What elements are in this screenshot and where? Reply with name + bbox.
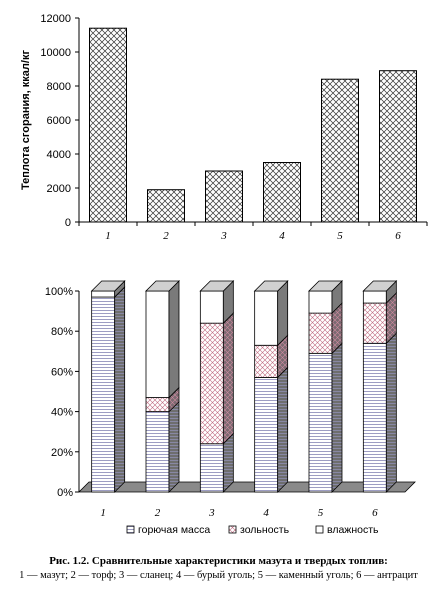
bar-segment <box>91 290 116 298</box>
bar-top <box>90 280 126 292</box>
bar-segment <box>308 312 333 354</box>
bar-segment-side <box>168 280 180 399</box>
y-tick-label: 100% <box>45 286 73 298</box>
x-tick-label: 5 <box>337 230 343 242</box>
bar-segment <box>91 296 116 493</box>
y-tick-label: 12000 <box>40 13 71 25</box>
x-tick-label: 6 <box>372 507 378 519</box>
bar-segment-side <box>277 280 289 347</box>
bar <box>205 170 243 223</box>
bar <box>321 78 359 223</box>
bar-segment <box>362 290 387 304</box>
bar-segment-side <box>277 366 289 493</box>
y-tick-label: 0 <box>65 217 71 229</box>
legend-label: горючая масса <box>138 524 210 536</box>
bar-top <box>253 280 289 292</box>
legend-swatch <box>315 525 324 534</box>
y-axis-label: Теплота сгорания, ккал/кг <box>20 50 32 191</box>
y-tick-label: 10000 <box>40 47 71 59</box>
bar-segment-side <box>222 312 234 445</box>
x-tick-label: 2 <box>155 507 161 519</box>
y-tick-label: 8000 <box>47 81 71 93</box>
composition-legend: горючая масса зольность влажность <box>126 524 379 536</box>
bar-segment-side <box>331 342 343 493</box>
bar-segment-side <box>168 400 180 493</box>
y-tick-label: 6000 <box>47 115 71 127</box>
y-tick-label: 60% <box>51 366 73 378</box>
bar-top <box>362 280 398 292</box>
bar-segment <box>199 322 224 445</box>
bar <box>89 27 127 223</box>
y-tick-label: 40% <box>51 407 73 419</box>
y-tick-label: 20% <box>51 447 73 459</box>
x-tick-label: 2 <box>163 230 169 242</box>
bar-segment <box>145 411 170 493</box>
y-tick-label: 4000 <box>47 149 71 161</box>
legend-swatch <box>126 525 135 534</box>
bar-top <box>308 280 343 292</box>
y-tick-label: 0% <box>57 487 73 499</box>
bar-top <box>145 280 180 292</box>
figure-caption-title: Рис. 1.2. Сравнительные характеристики м… <box>49 555 388 567</box>
x-tick-label: 6 <box>395 230 401 242</box>
y-tick-label: 80% <box>51 326 73 338</box>
heat-of-combustion-chart: 0 2000 4000 6000 8000 10000 12000 1 2 3 4 5 6 Теплота… <box>20 13 428 242</box>
bar-segment <box>199 290 224 324</box>
bar-segment-side <box>385 332 397 493</box>
bar-segment <box>308 352 333 493</box>
bar-segment <box>308 290 333 314</box>
bar-segment <box>362 342 387 493</box>
x-tick-label: 4 <box>263 507 269 519</box>
bar-segment <box>145 397 170 412</box>
x-tick-label: 1 <box>105 230 111 242</box>
bar <box>263 162 301 223</box>
x-tick-label: 5 <box>318 507 324 519</box>
bar <box>379 70 417 223</box>
figure-caption-text: 1 — мазут; 2 — торф; 3 — сланец; 4 — бур… <box>19 570 418 581</box>
fuel-comparison-figure: 0 2000 4000 6000 8000 10000 12000 1 2 3 4 5 6 Теплота… <box>20 13 428 536</box>
legend-swatch <box>228 525 237 534</box>
composition-chart: 0% 20% 40% 60% 80% 100% 1 2 3 4 5 6 <box>45 280 416 519</box>
bar-top <box>199 280 235 292</box>
x-tick-label: 4 <box>279 230 285 242</box>
legend-label: влажность <box>327 524 379 536</box>
x-tick-label: 3 <box>220 230 227 242</box>
y-tick-label: 2000 <box>47 183 71 195</box>
bar <box>147 189 185 223</box>
bar-segment <box>362 302 387 344</box>
bar-segment-side <box>114 286 126 493</box>
x-tick-label: 1 <box>100 507 106 519</box>
bar-segment <box>254 377 279 493</box>
legend-label: зольность <box>240 524 290 536</box>
bar-segment <box>254 344 279 378</box>
bar-segment <box>254 290 279 346</box>
x-tick-label: 3 <box>208 507 215 519</box>
bar-segment <box>145 290 170 398</box>
bar-segment <box>199 443 224 493</box>
